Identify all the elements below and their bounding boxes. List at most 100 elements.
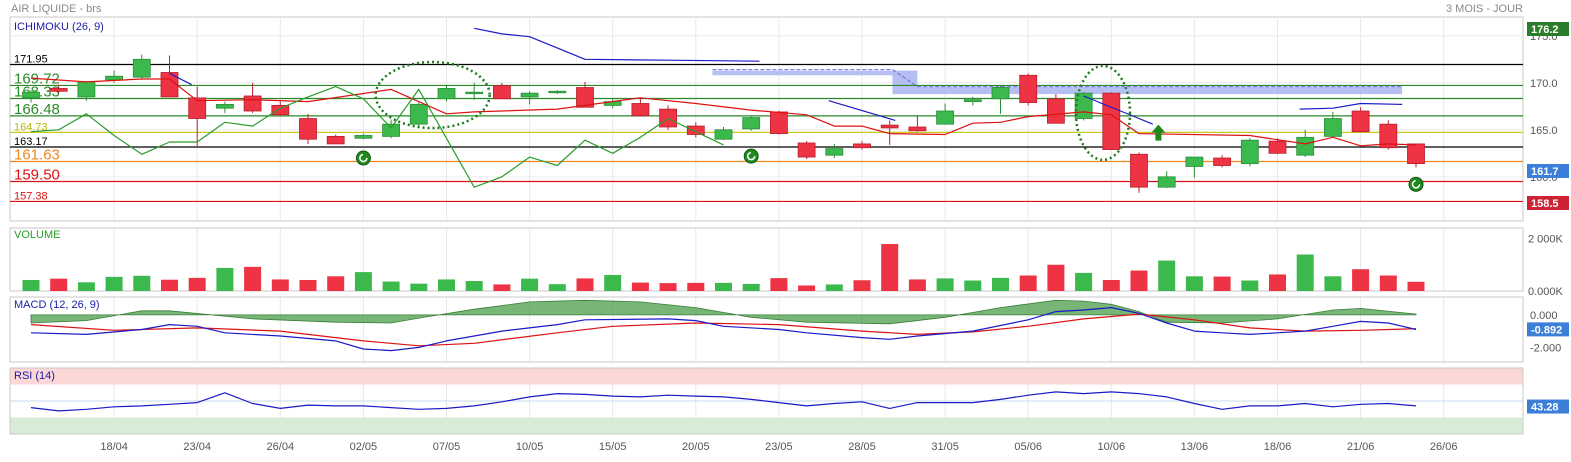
candle-body [1102, 92, 1121, 150]
macd-tick-label: -2.000 [1530, 342, 1561, 354]
svg-text:161.7: 161.7 [1531, 166, 1559, 178]
candle [409, 102, 428, 127]
candle [132, 54, 151, 80]
volume-bar [992, 277, 1009, 291]
volume-label: VOLUME [14, 229, 60, 241]
candle [1019, 73, 1038, 106]
candle-body [548, 90, 567, 94]
tenkan-line [169, 72, 192, 86]
volume-bar [1102, 279, 1120, 291]
candle-body [1047, 98, 1065, 124]
volume-bar [1213, 276, 1231, 291]
candle-body [1130, 153, 1148, 188]
volume-bar [853, 280, 871, 291]
volume-bar [604, 274, 622, 291]
candle [1047, 94, 1065, 124]
candle-body [409, 104, 428, 125]
candle-body [326, 135, 345, 145]
candle-body [797, 142, 816, 158]
ichimoku-cloud [917, 86, 1403, 95]
volume-bar [659, 283, 677, 291]
ichimoku-label: ICHIMOKU (26, 9) [14, 21, 104, 33]
volume-bar [465, 281, 483, 291]
volume-bar [1324, 276, 1342, 291]
candle [936, 103, 954, 125]
highlight-ellipse [1074, 64, 1132, 162]
candle [714, 126, 733, 141]
current-price-badge: 161.7 [1527, 164, 1569, 178]
macd-histogram [30, 299, 1417, 325]
candle-body [271, 104, 290, 116]
top-price-badge: 176.2 [1527, 22, 1569, 36]
volume-bar [188, 277, 206, 291]
x-axis-date-label: 20/05 [682, 441, 710, 453]
last-price-badge: 158.5 [1527, 196, 1569, 210]
rsi-panel [9, 367, 1524, 435]
candle-body [382, 123, 401, 137]
x-axis-date-label: 02/05 [350, 441, 378, 453]
x-axis-date-label: 18/06 [1264, 441, 1292, 453]
x-axis-date-label: 05/06 [1014, 441, 1042, 453]
volume-bar [354, 272, 372, 291]
candle [1185, 156, 1204, 178]
x-axis-date-label: 18/04 [100, 441, 128, 453]
up-arrow-icon [1151, 124, 1166, 141]
macd-line [30, 307, 1417, 352]
candle-body [576, 87, 594, 108]
volume-bar [327, 276, 345, 291]
candle-body [132, 58, 151, 78]
macd-label: MACD (12, 26, 9) [14, 299, 100, 311]
candle-body [1379, 123, 1398, 149]
instrument-title: AIR LIQUIDE - brs [11, 3, 102, 15]
volume-panel [9, 227, 1524, 292]
candle-body [188, 97, 207, 119]
candle-body [936, 110, 954, 125]
price-level-label: 159.50 [14, 167, 60, 184]
tenkan-line [474, 27, 760, 62]
candle-body [880, 124, 899, 129]
c-signal-marker [1408, 176, 1424, 192]
candle-body [1296, 136, 1315, 156]
candle [880, 120, 899, 145]
candle [437, 84, 456, 102]
candle-body [49, 88, 68, 92]
volume-bar [22, 279, 40, 291]
volume-tick-label: 0.000K [1528, 286, 1564, 298]
candle-body [991, 87, 1010, 100]
x-axis-date-label: 28/05 [848, 441, 876, 453]
volume-bar [548, 284, 566, 291]
volume-bar [964, 280, 982, 291]
volume-bar [1407, 281, 1425, 291]
candle [1240, 138, 1259, 167]
x-axis-date-label: 26/04 [267, 441, 295, 453]
candle-body [853, 143, 871, 149]
candle-body [1268, 140, 1287, 154]
volume-bar [715, 282, 732, 291]
svg-text:43.28: 43.28 [1531, 402, 1559, 414]
price-level-label: 171.95 [14, 53, 48, 65]
candle [1157, 171, 1176, 189]
candle-body [1407, 143, 1425, 165]
candle-body [1074, 92, 1093, 119]
volume-bar [742, 283, 760, 291]
candle [908, 115, 927, 132]
tenkan-line [1083, 95, 1154, 125]
volume-bar [1379, 275, 1397, 291]
candle-body [105, 75, 123, 81]
candle-body [492, 85, 511, 100]
candle-body [963, 99, 982, 103]
price-level-label: 163.17 [14, 136, 48, 148]
volume-bar [271, 279, 289, 291]
volume-bar [1185, 276, 1203, 291]
volume-tick-label: 2 000K [1528, 234, 1564, 246]
candle [215, 101, 234, 113]
volume-bar [770, 278, 788, 291]
volume-bar [216, 267, 234, 291]
volume-bar [161, 279, 178, 291]
tenkan-line [1299, 102, 1403, 110]
x-axis-date-label: 23/04 [183, 441, 211, 453]
candle-body [22, 91, 40, 99]
volume-bar [77, 282, 95, 291]
ichimoku-panel [9, 16, 1524, 222]
svg-text:176.2: 176.2 [1531, 24, 1559, 36]
